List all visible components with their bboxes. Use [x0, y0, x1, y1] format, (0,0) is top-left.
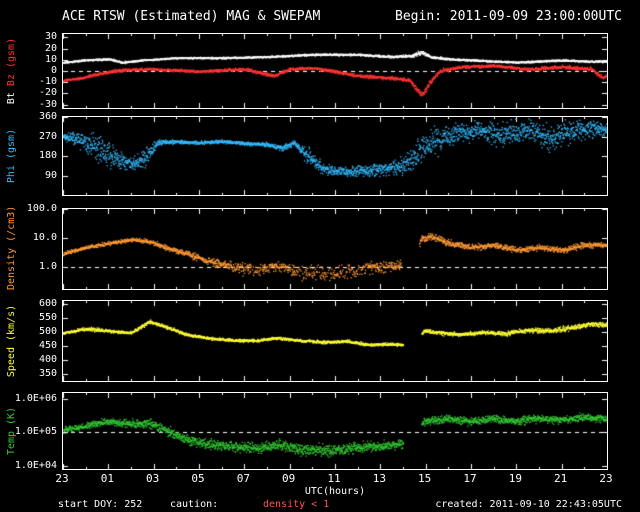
- panel-density: [62, 208, 608, 290]
- x-tick-label: 15: [418, 472, 432, 485]
- x-tick-label: 05: [191, 472, 205, 485]
- y-tick-label-temp: 1.0E+04: [14, 459, 57, 471]
- x-axis-title: UTC(hours): [304, 486, 366, 497]
- y-axis-label-part: Density (/cm3): [6, 205, 17, 290]
- x-tick-label: 23: [55, 472, 69, 485]
- created-timestamp: created: 2011-09-10 22:43:05UTC: [435, 499, 622, 510]
- y-tick-label-speed: 500: [38, 325, 57, 337]
- y-tick-label-mag: 30: [44, 31, 57, 43]
- panel-canvas-temp: [63, 393, 607, 469]
- y-tick-label-speed: 550: [38, 311, 57, 323]
- y-tick-label-density: 10.0: [32, 232, 57, 244]
- start-doy-label: start DOY: 252: [58, 499, 143, 510]
- begin-timestamp: Begin: 2011-09-09 23:00:00UTC: [395, 9, 622, 24]
- y-tick-label-mag: -10: [38, 76, 57, 88]
- y-tick-label-density: 100.0: [26, 203, 57, 214]
- y-tick-label-speed: 450: [38, 339, 57, 351]
- panel-phi: [62, 116, 608, 196]
- x-tick-label: 01: [100, 472, 114, 485]
- y-tick-label-mag: 0: [50, 65, 57, 76]
- y-tick-label-temp: 1.0E+05: [14, 426, 57, 438]
- panel-canvas-phi: [63, 117, 607, 195]
- y-axis-label-speed: Speed (km/s): [6, 300, 18, 382]
- panel-speed: [62, 300, 608, 382]
- x-tick-label: 23: [599, 472, 613, 485]
- panel-canvas-speed: [63, 301, 607, 381]
- y-tick-label-mag: -30: [38, 98, 57, 110]
- x-tick-label: 21: [554, 472, 568, 485]
- panel-canvas-density: [63, 209, 607, 289]
- y-tick-label-phi: 90: [44, 169, 57, 181]
- caution-value: density < 1: [263, 499, 330, 510]
- y-axis-label-part: Temp (K): [6, 406, 17, 456]
- y-axis-label-part: Bz (gsm): [6, 37, 17, 87]
- x-tick-label: 13: [372, 472, 386, 485]
- y-tick-label-phi: 180: [38, 150, 57, 161]
- y-axis-label-mag: Bt Bz (gsm): [6, 33, 18, 109]
- y-tick-label-mag: 20: [44, 42, 57, 54]
- y-axis-label-part: Bt: [6, 86, 17, 105]
- plot-title: ACE RTSW (Estimated) MAG & SWEPAM: [62, 9, 321, 24]
- x-tick-label: 17: [463, 472, 477, 485]
- x-tick-label: 19: [508, 472, 522, 485]
- y-tick-label-speed: 350: [38, 367, 57, 379]
- y-axis-label-phi: Phi (gsm): [6, 116, 18, 196]
- y-tick-label-speed: 400: [38, 353, 57, 365]
- panel-temp: [62, 392, 608, 470]
- y-tick-label-mag: 10: [44, 53, 57, 65]
- caution-label: caution:: [170, 499, 219, 510]
- y-tick-label-phi: 270: [38, 130, 57, 142]
- x-tick-label: 03: [146, 472, 160, 485]
- y-axis-label-part: Speed (km/s): [6, 304, 17, 378]
- panel-canvas-mag: [63, 34, 607, 108]
- x-tick-label: 07: [236, 472, 250, 485]
- y-tick-label-speed: 600: [38, 297, 57, 309]
- y-axis-label-temp: Temp (K): [6, 392, 18, 470]
- panel-mag: [62, 33, 608, 109]
- y-tick-label-phi: 360: [38, 111, 57, 122]
- x-tick-label: 11: [327, 472, 341, 485]
- y-tick-label-density: 1.0: [38, 261, 57, 273]
- y-axis-label-part: Phi (gsm): [6, 128, 17, 184]
- y-tick-label-mag: -20: [38, 87, 57, 99]
- y-axis-label-density: Density (/cm3): [6, 205, 18, 290]
- y-tick-label-temp: 1.0E+06: [14, 392, 57, 404]
- x-tick-label: 09: [282, 472, 296, 485]
